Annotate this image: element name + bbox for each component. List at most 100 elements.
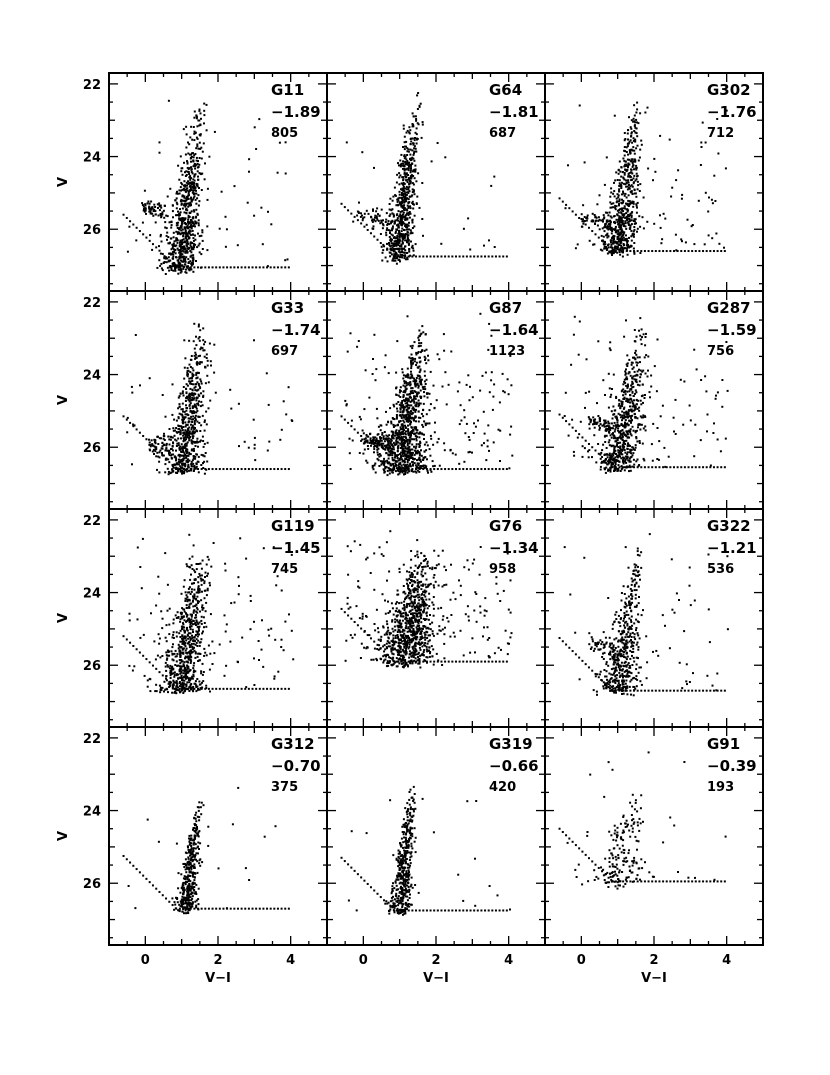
star-point [168,269,171,272]
star-point [193,441,196,444]
star-point [175,427,178,429]
star-point [182,462,185,465]
star-point [184,230,187,233]
star-point [402,399,405,402]
star-point [612,463,615,466]
star-point [397,401,400,403]
star-point [158,245,160,248]
star-point [206,225,209,228]
star-point [415,379,418,382]
star-point [192,259,195,262]
star-point [190,181,193,184]
limit-point [487,468,490,471]
star-point [185,212,188,215]
star-point [417,172,420,175]
star-point [160,215,163,218]
star-point [142,209,145,212]
star-point [184,429,187,432]
star-point [410,387,413,390]
star-point [395,443,398,446]
star-point [144,209,147,212]
star-point [642,414,645,417]
star-point [206,460,209,463]
star-point [184,251,187,254]
star-point [429,468,432,471]
star-point [181,194,184,197]
star-point [204,340,207,343]
star-point [151,443,154,446]
star-point [636,206,638,209]
star-point [693,243,696,246]
star-point [404,433,407,436]
star-point [156,468,158,471]
star-point [410,140,413,143]
star-point [631,162,634,164]
star-point [621,453,624,456]
limit-point [565,420,568,423]
star-point [634,218,637,221]
star-point [418,342,421,345]
star-point [194,167,197,170]
star-point [372,209,374,212]
star-point [646,375,649,378]
star-point [406,161,409,164]
star-point [192,447,195,450]
star-point [404,239,407,242]
star-point [187,192,190,195]
y-tick-label: 24 [83,369,101,384]
star-point [203,429,206,432]
star-point [193,405,196,408]
star-point [171,243,174,246]
star-point [614,250,617,253]
star-point [507,393,510,396]
star-point [407,407,410,410]
star-point [194,467,197,470]
star-point [606,227,609,230]
star-point [193,465,196,467]
star-point [389,237,392,240]
star-point [619,449,621,452]
star-point [618,240,621,243]
star-point [185,468,188,471]
star-point [621,171,624,173]
star-point [414,115,417,118]
limit-point [498,468,501,471]
star-point [395,371,398,374]
star-point [402,405,405,408]
star-point [626,432,629,435]
star-point [175,244,178,247]
star-point [175,230,178,233]
limit-point [415,255,418,258]
star-point [187,152,190,155]
star-point [422,402,425,405]
star-point [630,191,633,194]
star-point [193,130,196,133]
star-point [393,214,395,217]
star-point [631,202,634,204]
star-point [617,427,620,430]
star-point [418,446,421,448]
star-point [624,222,627,225]
star-point [618,199,621,202]
star-point [218,227,221,230]
star-point [203,122,205,125]
star-point [190,155,193,158]
star-point [203,109,206,112]
star-point [198,400,200,403]
star-point [624,138,627,140]
y-tick-label: 26 [83,223,101,238]
star-point [399,428,402,431]
star-point [174,268,177,271]
star-point [187,464,190,466]
limit-point [712,466,715,469]
star-point [396,235,399,237]
limit-point [709,250,712,253]
star-point [403,382,406,385]
star-point [502,390,505,393]
star-point [199,133,202,136]
star-point [409,462,412,465]
star-point [684,241,687,244]
star-point [419,402,422,405]
star-point [412,464,414,467]
star-point [166,449,169,452]
